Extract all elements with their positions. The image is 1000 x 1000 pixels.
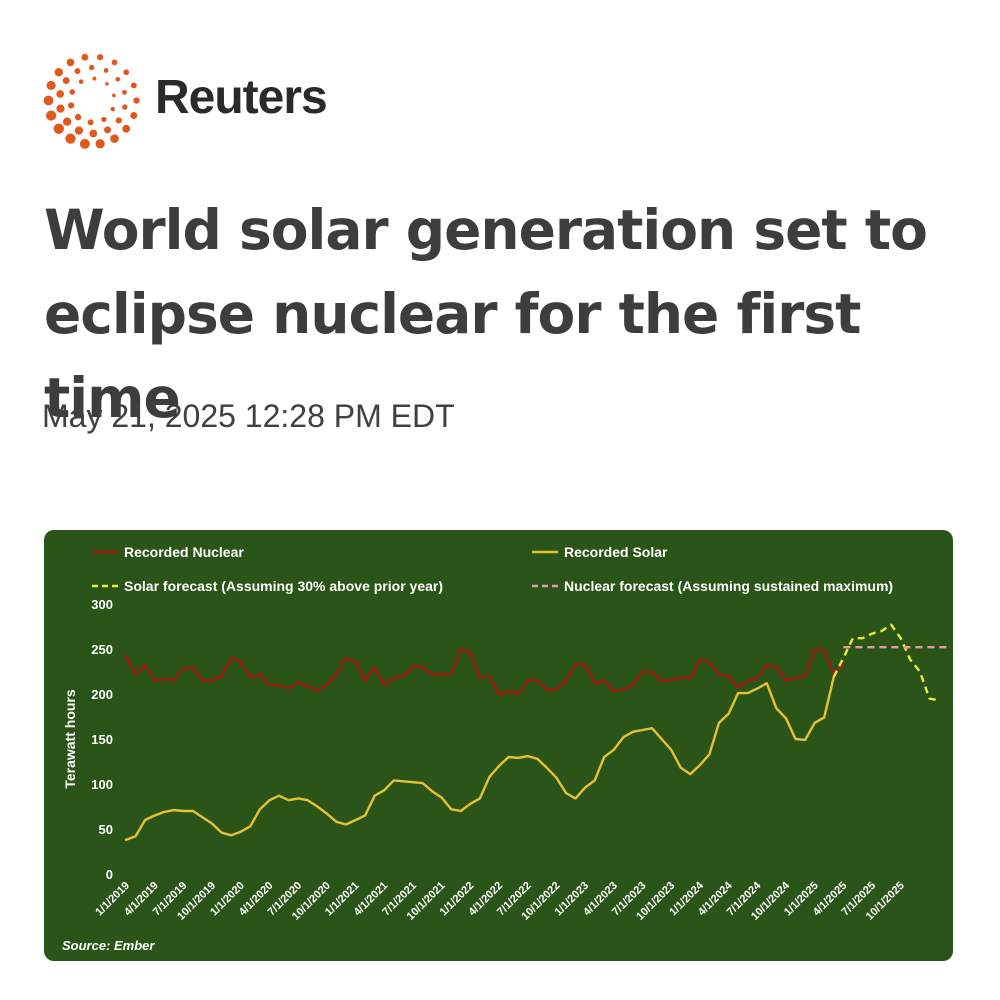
- reuters-dot-circle-logo-icon: [43, 53, 140, 149]
- legend-label: Solar forecast (Assuming 30% above prior…: [124, 578, 443, 594]
- logo-dot: [133, 97, 140, 104]
- legend-label: Recorded Solar: [564, 544, 668, 560]
- logo-dot: [110, 134, 119, 143]
- series-line-0: [124, 647, 845, 696]
- logo-dot: [115, 117, 122, 124]
- logo-dot: [89, 129, 98, 138]
- logo-dot: [56, 104, 65, 113]
- y-axis-title: Terawatt hours: [62, 689, 78, 789]
- chart-source: Source: Ember: [62, 938, 155, 953]
- y-tick-label: 50: [99, 822, 113, 837]
- logo-dot: [67, 102, 75, 109]
- logo-dot: [79, 138, 90, 149]
- logo-dot: [46, 110, 57, 121]
- legend-label: Recorded Nuclear: [124, 544, 244, 560]
- logo-dot: [105, 82, 109, 86]
- logo-dot: [110, 106, 115, 112]
- logo-dot: [122, 124, 131, 133]
- logo-dot: [104, 126, 112, 134]
- y-tick-label: 0: [106, 867, 113, 882]
- logo-dot: [122, 104, 128, 110]
- chart-card: 0 50 100 150 200 250 300 Terawatt hours 1/1/2019…: [44, 530, 953, 961]
- logo-dot: [123, 69, 130, 76]
- logo-dot: [101, 116, 107, 122]
- y-tick-label: 200: [91, 687, 113, 702]
- logo-dot: [66, 58, 75, 67]
- logo-dot: [81, 53, 89, 61]
- legend-label: Nuclear forecast (Assuming sustained max…: [564, 578, 893, 594]
- logo-dot: [62, 77, 70, 84]
- logo-dot: [74, 113, 82, 121]
- article-headline: World solar generation set to eclipse nu…: [44, 188, 964, 440]
- logo-dot: [43, 95, 54, 106]
- logo-dot: [63, 117, 72, 126]
- series-line-1: [124, 675, 835, 841]
- logo-dot: [54, 68, 63, 77]
- logo-dot: [69, 89, 76, 95]
- logo-dot: [74, 126, 84, 135]
- logo-dot: [46, 80, 56, 91]
- logo-dot: [78, 79, 84, 84]
- y-tick-label: 150: [91, 732, 113, 747]
- logo-dot: [115, 76, 121, 82]
- brand-name[interactable]: Reuters: [155, 71, 328, 124]
- logo-dot: [103, 68, 109, 73]
- logo-dot: [130, 112, 138, 120]
- logo-dot: [89, 64, 95, 71]
- y-tick-label: 300: [91, 597, 113, 612]
- logo-dot: [74, 68, 81, 75]
- logo-dot: [95, 139, 105, 149]
- logo-dot: [97, 54, 104, 61]
- logo-dot: [65, 133, 76, 144]
- logo-dot: [92, 76, 97, 81]
- logo-dot: [111, 59, 118, 66]
- headline-line-2: eclipse nuclear for the first time: [44, 282, 861, 430]
- logo-dot: [130, 82, 137, 89]
- logo-dot: [112, 93, 116, 98]
- y-tick-label: 250: [91, 642, 113, 657]
- logo-dot: [56, 90, 64, 98]
- y-tick-label: 100: [91, 777, 113, 792]
- logo-dot: [87, 119, 94, 126]
- headline-line-1: World solar generation set to: [44, 198, 928, 262]
- logo-dot: [53, 123, 64, 134]
- series-line-2: [832, 623, 940, 702]
- article-timestamp: May 21, 2025 12:28 PM EDT: [42, 398, 455, 434]
- logo-dot: [122, 89, 127, 95]
